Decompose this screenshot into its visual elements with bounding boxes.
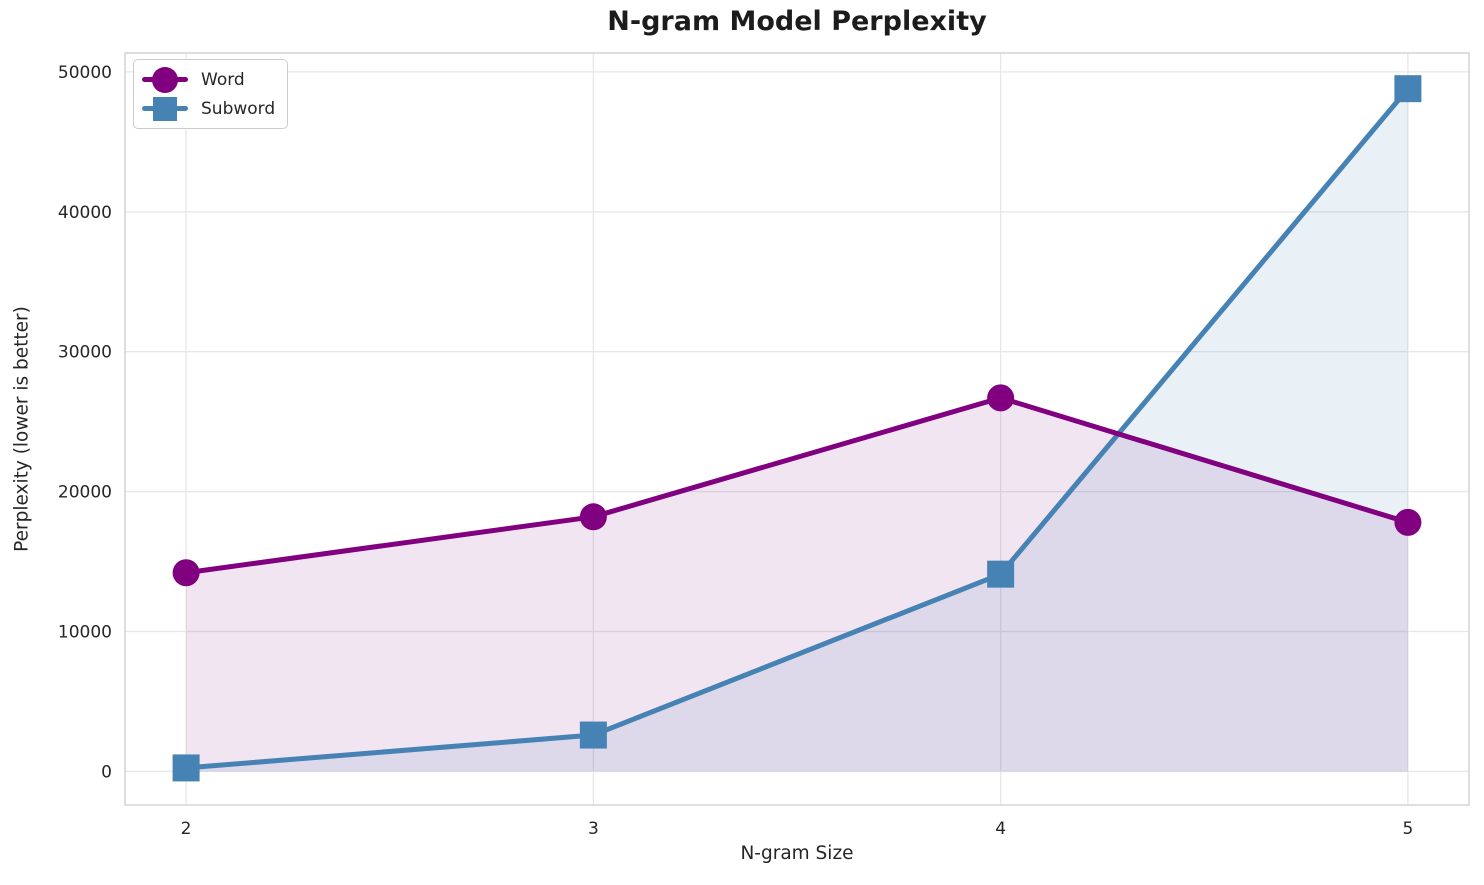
series-line-word [185, 395, 1409, 576]
plot-border [124, 52, 1470, 806]
marker-square-icon [987, 560, 1015, 588]
series-fill-subword [186, 88, 1408, 772]
marker-circle-icon [987, 384, 1015, 412]
y-tick-label: 20000 [58, 483, 112, 503]
series-fill-word [186, 397, 1408, 772]
x-axis-label: N-gram Size [740, 843, 854, 864]
legend-label: Word [201, 69, 245, 90]
y-tick-label: 30000 [58, 343, 112, 363]
marker-circle-icon [1394, 508, 1422, 536]
gridlines [125, 53, 1469, 805]
x-tick-label: 2 [181, 819, 192, 839]
y-tick-label: 50000 [58, 63, 112, 83]
legend-item-word: Word [142, 65, 275, 94]
x-tick-label: 4 [995, 819, 1006, 839]
marker-square-icon [579, 721, 607, 749]
legend-marker-square-icon [142, 95, 188, 123]
series-line-subword [185, 87, 1410, 771]
legend-label: Subword [201, 98, 276, 119]
y-axis-label: Perplexity (lower is better) [11, 306, 33, 552]
marker-circle-icon [579, 503, 607, 531]
legend-marker-circle-icon [142, 66, 188, 94]
marker-square-icon [172, 754, 200, 782]
x-tick-label: 3 [588, 819, 599, 839]
y-tick-label: 0 [101, 762, 112, 782]
y-tick-label: 40000 [58, 203, 112, 223]
marker-circle-icon [172, 559, 200, 587]
y-tick-label: 10000 [58, 623, 112, 643]
series-markers-word [172, 384, 1422, 587]
chart-title: N-gram Model Perplexity [607, 6, 987, 37]
tick-labels: 0 10000 20000 30000 40000 50000 2 3 4 5 [58, 63, 1413, 839]
x-tick-label: 5 [1402, 819, 1413, 839]
legend-item-subword: Subword [142, 94, 275, 123]
marker-square-icon [1394, 75, 1422, 103]
series-markers-subword [172, 75, 1422, 782]
legend: Word Subword [133, 59, 289, 129]
legend-shape-square-icon [153, 96, 177, 121]
legend-shape-circle-icon [152, 66, 178, 93]
